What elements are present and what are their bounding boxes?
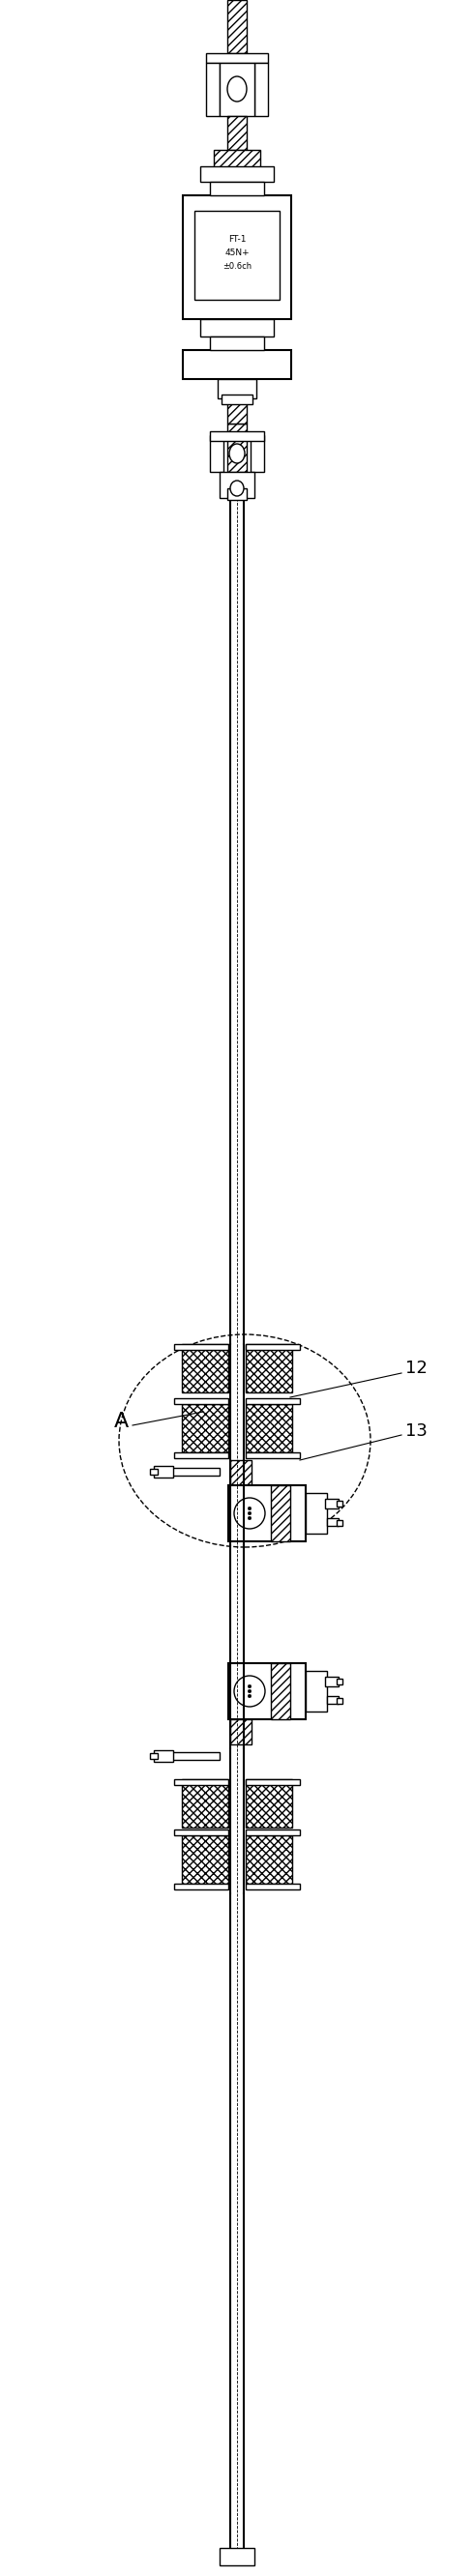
Bar [183,350,291,379]
Circle shape [248,1690,251,1692]
Bar [210,183,264,196]
Bar [228,399,246,422]
Ellipse shape [229,443,245,464]
Bar [228,1664,306,1718]
Bar [171,1468,219,1476]
Bar [327,1517,338,1525]
Bar [182,1834,228,1883]
Bar [306,1672,327,1710]
Bar [171,1752,219,1759]
Bar [327,1695,338,1703]
Bar [246,1453,300,1458]
Bar [218,379,256,399]
Bar [221,394,253,404]
Circle shape [248,1517,251,1520]
Circle shape [248,1512,251,1515]
Bar [174,1883,228,1888]
Bar [182,1780,228,1826]
Text: 12: 12 [405,1360,427,1378]
Bar [255,62,268,116]
Bar [246,1345,300,1350]
Bar [219,62,255,116]
Bar [228,489,246,500]
Circle shape [234,1497,265,1528]
Text: 13: 13 [405,1422,427,1440]
Bar [150,1468,158,1473]
Bar [206,54,268,62]
Bar [174,1780,228,1785]
Bar [210,337,264,350]
Bar [325,1677,338,1687]
Bar [183,196,291,319]
Bar [154,1749,173,1762]
Bar [246,1883,300,1888]
Bar [228,422,246,471]
Bar [194,211,280,299]
Text: A: A [114,1412,128,1432]
Bar [246,1780,292,1826]
Bar [230,1718,252,1744]
Bar [228,0,246,54]
Circle shape [248,1695,251,1698]
Bar [228,116,246,149]
Bar [325,1499,338,1510]
Bar [210,430,264,440]
Bar [306,1494,327,1533]
Bar [337,1520,342,1525]
Text: 45N+: 45N+ [225,250,249,258]
Bar [174,1345,228,1350]
Bar [219,2548,255,2566]
Bar [182,1404,228,1453]
Circle shape [248,1685,251,1687]
Bar [246,1404,292,1453]
Bar [219,471,255,497]
Bar [214,149,260,167]
Bar [271,1664,290,1718]
Bar [174,1829,228,1834]
Bar [210,435,223,471]
Bar [337,1502,342,1507]
Bar [154,1466,173,1479]
Bar [246,1399,300,1404]
Bar [230,1461,252,1486]
Bar [174,1399,228,1404]
Ellipse shape [230,482,244,497]
Text: ±0.6ch: ±0.6ch [222,263,252,270]
Circle shape [234,1677,265,1708]
Bar [271,1486,290,1540]
Bar [246,1829,300,1834]
Bar [200,319,274,337]
Bar [228,1486,306,1540]
Bar [246,1834,292,1883]
Bar [200,167,274,183]
Bar [174,1453,228,1458]
Bar [246,1780,300,1785]
Bar [251,435,264,471]
Bar [182,1345,228,1394]
Text: FT-1: FT-1 [228,234,246,245]
Bar [337,1680,342,1685]
Bar [337,1698,342,1703]
Bar [246,1345,292,1394]
Bar [206,62,219,116]
Ellipse shape [228,77,246,100]
Circle shape [248,1507,251,1510]
Bar [150,1754,158,1759]
